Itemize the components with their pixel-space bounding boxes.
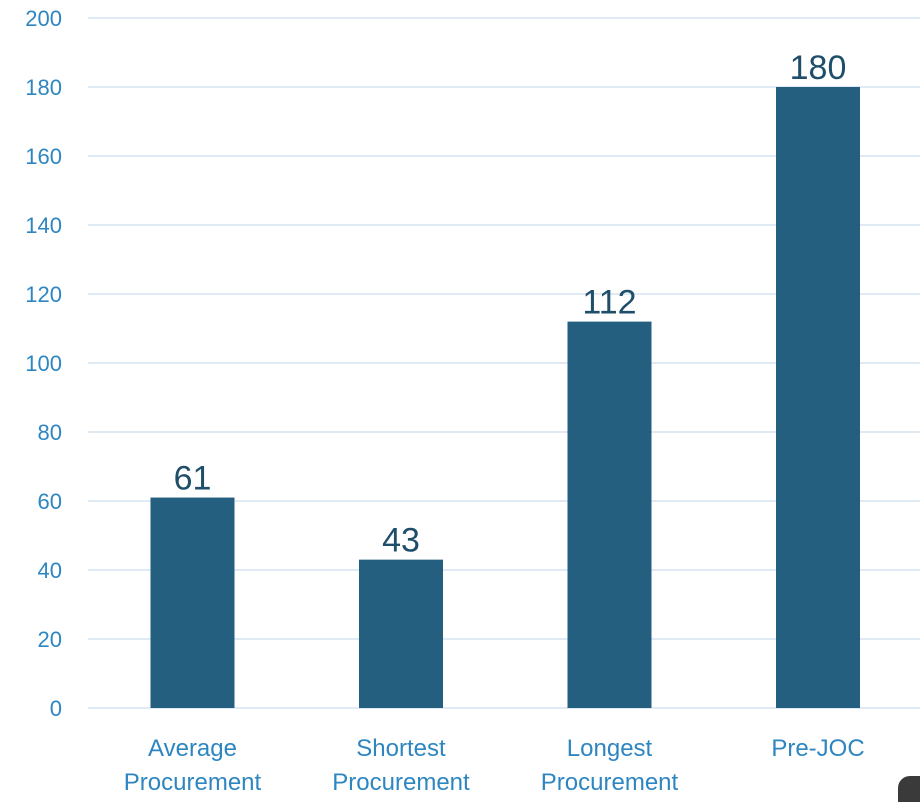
- bar: [150, 497, 235, 708]
- data-label: 43: [382, 522, 420, 560]
- x-tick-label-line: Average: [148, 735, 237, 762]
- x-tick-label-line: Procurement: [541, 769, 679, 796]
- x-tick-label: Average Procurement: [124, 735, 262, 796]
- y-tick-label: 120: [25, 282, 62, 307]
- bar: [359, 559, 443, 708]
- data-label: 180: [790, 49, 847, 87]
- corner-decoration: [898, 776, 920, 802]
- x-tick-label: Longest Procurement: [541, 735, 679, 796]
- x-tick-label: Shortest Procurement: [332, 735, 470, 796]
- bar: [567, 321, 652, 708]
- y-tick-label: 140: [25, 213, 62, 238]
- y-tick-label: 40: [38, 558, 62, 583]
- y-tick-label: 80: [38, 420, 62, 445]
- data-label: 61: [174, 460, 212, 498]
- bar: [776, 87, 860, 708]
- y-tick-label: 20: [38, 627, 62, 652]
- data-label: 112: [582, 284, 636, 322]
- x-tick-label-line: Longest: [567, 735, 653, 762]
- x-tick-label-line: Procurement: [332, 769, 470, 796]
- y-tick-label: 200: [25, 6, 62, 31]
- x-tick-label-line: Shortest: [356, 735, 446, 762]
- y-tick-label: 60: [38, 489, 62, 514]
- x-tick-label-line: Procurement: [124, 769, 262, 796]
- y-tick-label: 100: [25, 351, 62, 376]
- y-tick-label: 0: [50, 696, 62, 721]
- bars: [150, 87, 860, 708]
- y-axis: 0 20 40 60 80 100 120 140 160 180 200: [25, 6, 62, 721]
- data-labels: 61 43 112 180: [174, 49, 847, 560]
- x-tick-label: Pre-JOC: [771, 735, 864, 762]
- y-tick-label: 160: [25, 144, 62, 169]
- y-tick-label: 180: [25, 75, 62, 100]
- x-tick-label-line: Pre-JOC: [771, 735, 864, 762]
